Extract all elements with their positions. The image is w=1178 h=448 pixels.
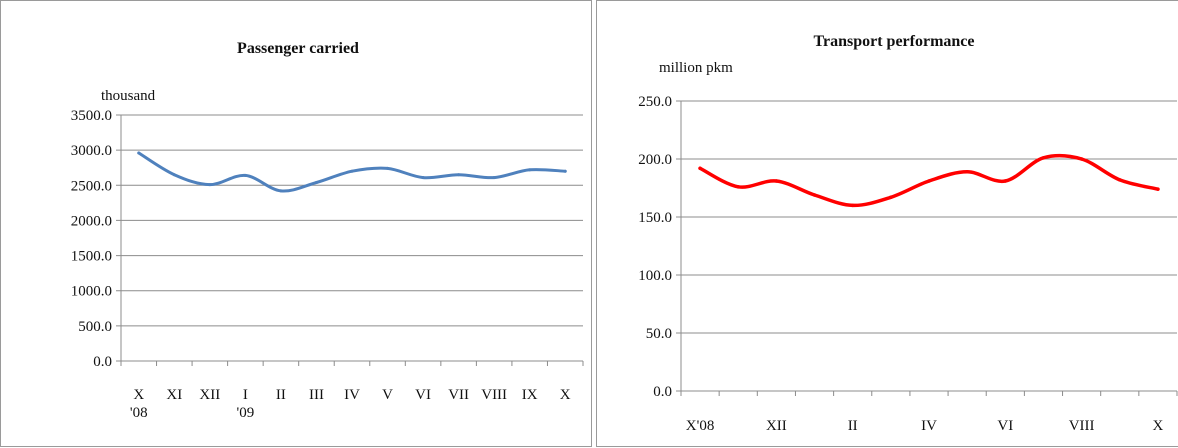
- data-point: [774, 179, 779, 183]
- x-tick-label: XII: [199, 387, 220, 403]
- y-tick-label: 150.0: [638, 210, 672, 226]
- data-point: [736, 185, 740, 189]
- x-tick-label: X'08: [686, 418, 715, 434]
- x-tick-sublabel: '09: [237, 405, 255, 421]
- y-tick-label: 0.0: [653, 384, 672, 400]
- data-point: [812, 193, 817, 197]
- y-tick-label: 100.0: [638, 268, 672, 284]
- x-tick-label: X: [1153, 418, 1164, 434]
- x-tick-sublabel: '08: [130, 405, 148, 421]
- y-tick-label: 200.0: [638, 152, 672, 168]
- y-axis-unit: thousand: [101, 88, 156, 104]
- y-tick-label: 1000.0: [71, 284, 112, 300]
- data-point: [698, 166, 702, 171]
- transport-chart: Transport performance million pkm 0.0 50.…: [638, 33, 1178, 434]
- data-point: [172, 173, 176, 177]
- y-tick-label: 3000.0: [71, 143, 112, 159]
- x-tick-label: X: [560, 387, 571, 403]
- x-tick-label: X: [133, 387, 144, 403]
- x-tick-label: IX: [522, 387, 538, 403]
- data-point: [1118, 178, 1122, 182]
- y-tick-label: 250.0: [638, 94, 672, 110]
- data-point: [1003, 179, 1008, 183]
- data-point: [850, 203, 855, 208]
- data-point: [1156, 187, 1160, 191]
- x-tick-label: V: [382, 387, 393, 403]
- data-point: [386, 166, 390, 170]
- data-point: [314, 180, 318, 184]
- x-tick-label: II: [848, 418, 858, 434]
- x-tick-label: II: [276, 387, 286, 403]
- x-tick-label: III: [309, 387, 324, 403]
- y-tick-label: 500.0: [78, 319, 112, 335]
- chart-panel-passengers: Passenger carried thousand 0.0 500.0 1000.…: [0, 0, 592, 447]
- data-point: [528, 168, 532, 172]
- data-point: [563, 169, 567, 173]
- y-tick-label: 1500.0: [71, 249, 112, 265]
- chart-title: Passenger carried: [237, 40, 359, 57]
- data-point: [492, 176, 496, 180]
- data-point: [137, 151, 141, 155]
- x-tick-label: VI: [415, 387, 431, 403]
- x-tick-label: XI: [166, 387, 182, 403]
- data-point: [889, 195, 893, 200]
- data-point: [350, 169, 354, 173]
- x-tick-label: XII: [766, 418, 787, 434]
- chart-title: Transport performance: [814, 33, 975, 50]
- chart-panel-transport: Transport performance million pkm 0.0 50.…: [596, 0, 1178, 447]
- data-point: [927, 179, 931, 183]
- y-tick-label: 2500.0: [71, 178, 112, 194]
- x-tick-label: VI: [997, 418, 1013, 434]
- x-tick-label: I: [243, 387, 248, 403]
- y-axis-unit: million pkm: [659, 60, 733, 76]
- x-tick-label: VIII: [481, 387, 507, 403]
- data-point: [243, 173, 247, 177]
- y-tick-label: 3500.0: [71, 108, 112, 124]
- x-tick-label: VII: [448, 387, 469, 403]
- data-point: [1079, 157, 1084, 161]
- y-tick-label: 0.0: [93, 354, 112, 370]
- data-point: [965, 170, 969, 174]
- x-tick-label: IV: [344, 387, 360, 403]
- data-point: [1041, 156, 1046, 160]
- x-tick-label: VIII: [1069, 418, 1095, 434]
- data-point: [279, 189, 283, 193]
- passengers-chart: Passenger carried thousand 0.0 500.0 1000.…: [71, 40, 584, 421]
- data-point: [208, 183, 212, 187]
- x-tick-label: IV: [921, 418, 937, 434]
- data-point: [421, 176, 425, 180]
- y-tick-label: 50.0: [646, 326, 672, 342]
- y-tick-label: 2000.0: [71, 213, 112, 229]
- data-point: [457, 173, 461, 177]
